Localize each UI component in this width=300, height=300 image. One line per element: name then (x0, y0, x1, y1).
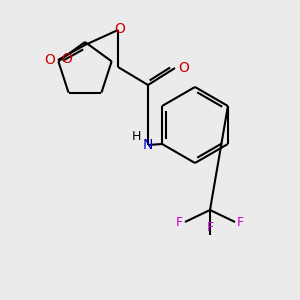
Text: F: F (237, 215, 244, 229)
Text: H: H (131, 130, 141, 143)
Text: O: O (178, 61, 189, 75)
Text: O: O (44, 53, 55, 67)
Text: O: O (61, 52, 72, 66)
Text: F: F (206, 221, 214, 234)
Text: F: F (176, 215, 183, 229)
Text: N: N (143, 138, 153, 152)
Text: O: O (115, 22, 125, 36)
